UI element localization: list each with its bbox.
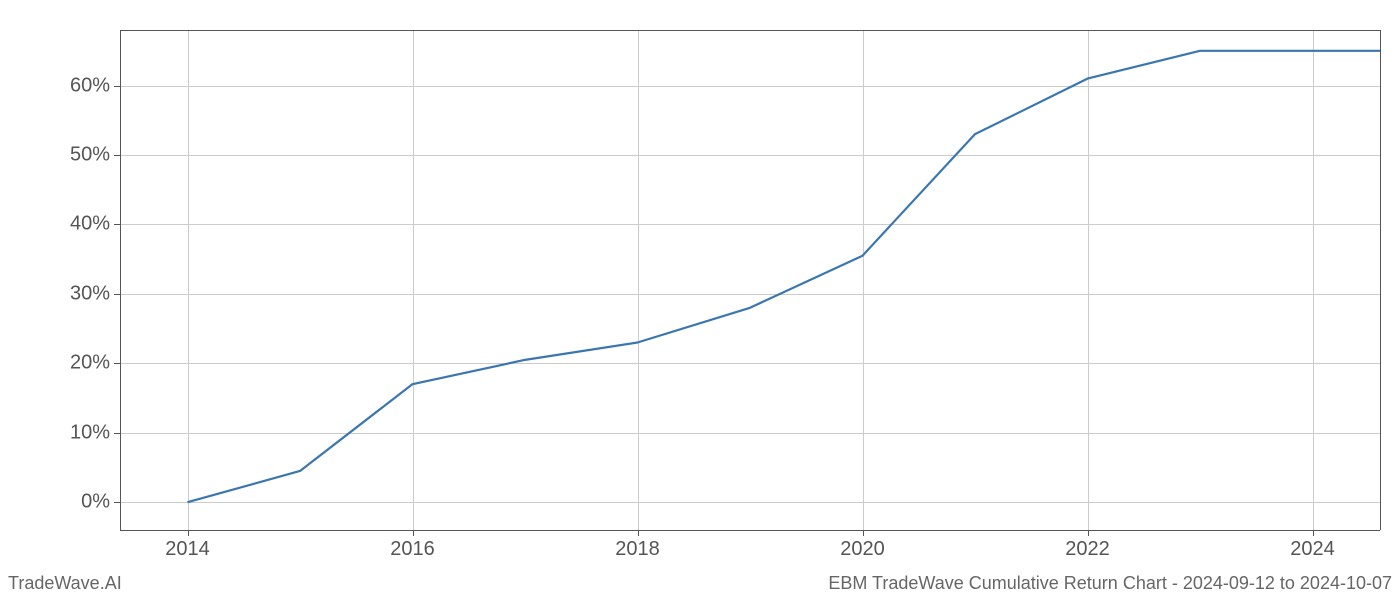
y-tick-label: 10% bbox=[70, 421, 120, 444]
line-series bbox=[120, 30, 1380, 530]
y-tick-label: 60% bbox=[70, 74, 120, 97]
chart-container: 0% 10% 20% 30% 40% 50% 60% 2014 2016 2018 2020 2022… bbox=[0, 0, 1400, 600]
y-tick-label: 50% bbox=[70, 144, 120, 167]
cumulative-return-line bbox=[188, 51, 1381, 502]
plot-area: 0%10%20%30%40%50%60%20142016201820202022… bbox=[120, 30, 1380, 530]
y-tick-label: 40% bbox=[70, 213, 120, 236]
x-tick-label: 2022 bbox=[1065, 530, 1110, 561]
y-tick-label: 20% bbox=[70, 352, 120, 375]
x-tick-label: 2014 bbox=[165, 530, 210, 561]
x-tick-label: 2024 bbox=[1290, 530, 1335, 561]
y-tick-label: 0% bbox=[81, 491, 120, 514]
x-tick-label: 2020 bbox=[840, 530, 885, 561]
x-axis-spine bbox=[120, 530, 1380, 531]
footer-left-label: TradeWave.AI bbox=[8, 573, 122, 594]
x-tick-label: 2018 bbox=[615, 530, 660, 561]
right-spine bbox=[1380, 30, 1381, 530]
y-tick-label: 30% bbox=[70, 282, 120, 305]
footer-right-label: EBM TradeWave Cumulative Return Chart - … bbox=[828, 573, 1392, 594]
x-tick-label: 2016 bbox=[390, 530, 435, 561]
